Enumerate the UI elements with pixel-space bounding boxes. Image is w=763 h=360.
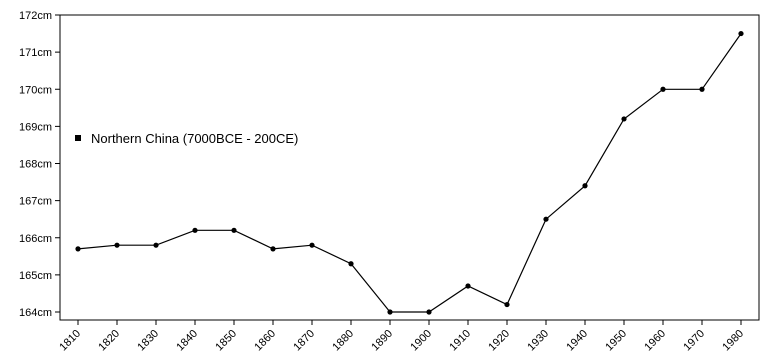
x-tick-label: 1810 [57, 328, 83, 354]
x-tick-label: 1830 [135, 328, 161, 354]
y-tick-label: 166cm [19, 233, 52, 245]
x-tick-label: 1820 [96, 328, 122, 354]
y-tick-label: 165cm [19, 270, 52, 282]
x-tick-label: 1890 [369, 328, 395, 354]
series-line [77, 33, 742, 313]
data-point [738, 30, 744, 37]
x-tick-label: 1880 [330, 328, 356, 354]
x-tick-label: 1850 [213, 328, 239, 354]
x-tick-label: 1870 [291, 328, 317, 354]
data-point [504, 301, 510, 308]
data-point [621, 116, 627, 122]
x-tick-label: 1940 [564, 328, 590, 354]
data-point [582, 183, 588, 189]
series-points [75, 30, 744, 315]
data-point [387, 309, 393, 315]
y-tick-label: 171cm [19, 47, 52, 59]
x-tick-label: 1840 [174, 328, 200, 354]
x-tick-label: 1930 [525, 328, 551, 354]
data-point [348, 261, 354, 267]
x-tick-label: 1980 [720, 328, 746, 354]
legend-marker [75, 135, 81, 141]
x-tick-label: 1860 [252, 328, 278, 354]
data-point [465, 283, 471, 289]
x-tick-label: 1960 [642, 328, 668, 354]
x-tick-label: 1900 [408, 328, 434, 354]
plot-area-frame [59, 14, 760, 321]
x-tick-label: 1910 [447, 328, 473, 354]
y-axis: 164cm 165cm 166cm 167cm 168cm 169cm 170cm 171cm… [19, 10, 60, 319]
legend: Northern China (7000BCE - 200CE) [75, 131, 298, 146]
data-point [270, 246, 276, 252]
data-point [660, 86, 666, 92]
y-tick-label: 164cm [19, 307, 52, 319]
y-tick-label: 172cm [19, 10, 52, 22]
data-point [699, 86, 705, 92]
data-point [543, 216, 549, 222]
x-tick-label: 1920 [486, 328, 512, 354]
x-tick-label: 1970 [681, 328, 707, 354]
x-tick-label: 1950 [603, 328, 629, 354]
data-point [309, 242, 315, 248]
data-point [114, 242, 120, 248]
data-point [153, 242, 159, 248]
y-tick-label: 169cm [19, 121, 52, 133]
y-tick-label: 168cm [19, 159, 52, 171]
data-point [426, 309, 432, 315]
y-tick-label: 167cm [19, 196, 52, 208]
data-point [75, 246, 81, 252]
data-point [231, 227, 237, 233]
x-axis: 1810 1820 1830 1840 1850 1860 1870 1880 1890 1900… [57, 320, 746, 353]
y-tick-label: 170cm [19, 84, 52, 96]
legend-label: Northern China (7000BCE - 200CE) [91, 131, 298, 146]
data-point [192, 227, 198, 233]
